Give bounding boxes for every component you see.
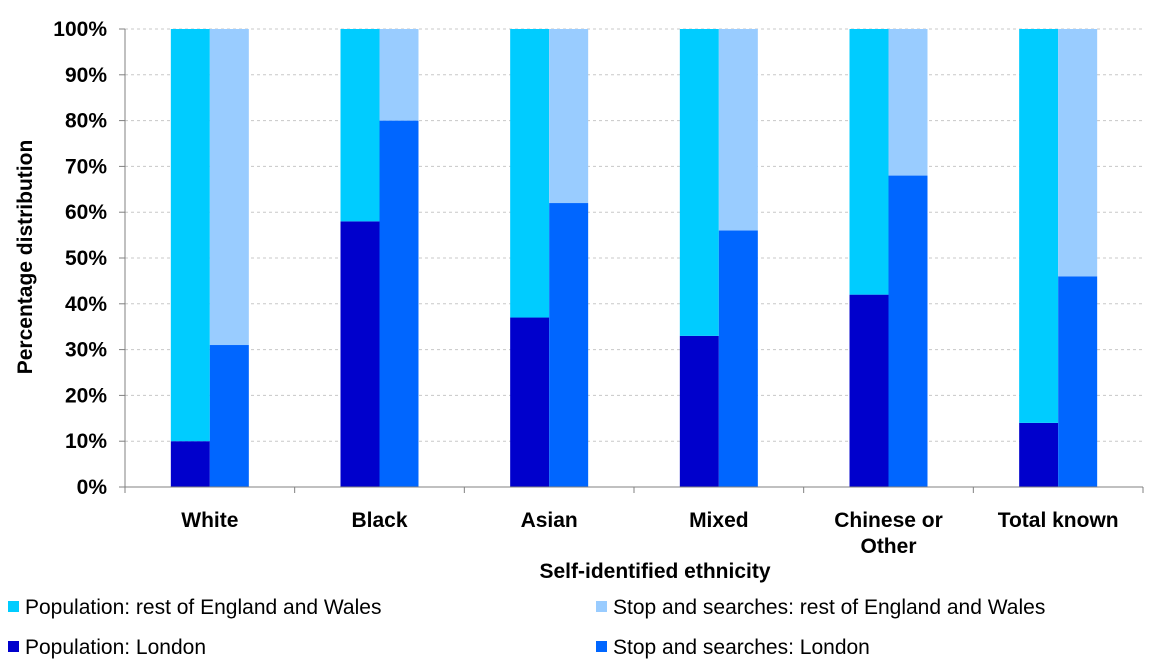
bar-population-rest xyxy=(679,29,719,336)
y-tick-label: 90% xyxy=(65,64,107,87)
grid-lines xyxy=(125,28,1143,442)
category-label: Total known xyxy=(998,509,1119,532)
bars xyxy=(170,29,1098,488)
legend-entry: Stop and searches: rest of England and W… xyxy=(596,596,1045,619)
bar-stop-and-searches-rest xyxy=(888,29,928,176)
y-tick-label: 20% xyxy=(65,384,107,407)
y-tick-label: 70% xyxy=(65,155,107,178)
bar-stop-and-searches-london xyxy=(209,345,249,487)
legend-label: Stop and searches: rest of England and W… xyxy=(613,596,1045,619)
y-tick-label: 10% xyxy=(65,430,107,453)
legend-label: Stop and searches: London xyxy=(613,636,870,659)
category-label: Black xyxy=(351,509,407,532)
bar-population-london xyxy=(1019,422,1059,487)
bar-population-london xyxy=(849,294,889,487)
x-axis-title: Self-identified ethnicity xyxy=(539,560,770,583)
category-labels: White Black Asian Mixed Chinese or Other Total… xyxy=(181,509,1118,558)
y-tick-label: 60% xyxy=(65,201,107,224)
y-tick-label: 100% xyxy=(53,18,107,41)
y-tick-label: 0% xyxy=(77,476,108,499)
category-label: Asian xyxy=(521,509,578,532)
bar-stop-and-searches-rest xyxy=(718,29,758,231)
bar-population-london xyxy=(679,335,719,487)
legend-swatch xyxy=(8,601,19,612)
y-tick-label: 80% xyxy=(65,110,107,133)
bar-stop-and-searches-london xyxy=(888,175,928,487)
bar-population-rest xyxy=(1019,29,1059,423)
legend-label: Population: rest of England and Wales xyxy=(25,596,381,619)
legend-swatch xyxy=(596,601,607,612)
category-label: White xyxy=(181,509,238,532)
bar-stop-and-searches-rest xyxy=(379,29,419,121)
legend-swatch xyxy=(596,641,607,652)
bar-stop-and-searches-london xyxy=(718,230,758,487)
y-axis-title: Percentage distribution xyxy=(14,140,37,375)
legend-entry: Stop and searches: London xyxy=(596,636,870,659)
legend-entry: Population: rest of England and Wales xyxy=(8,596,381,619)
legend-label: Population: London xyxy=(25,636,206,659)
bar-population-rest xyxy=(340,29,380,222)
bar-population-rest xyxy=(849,29,889,295)
bar-population-rest xyxy=(170,29,210,442)
bar-stop-and-searches-rest xyxy=(549,29,589,204)
bar-stop-and-searches-london xyxy=(379,120,419,487)
y-tick-label: 40% xyxy=(65,293,107,316)
y-tick-labels: 0% 10% 20% 30% 40% 50% 60% 70% 80% 90% 100% xyxy=(53,18,107,499)
legend: Population: rest of England and Wales Sto… xyxy=(8,596,1045,659)
category-label: Mixed xyxy=(689,509,749,532)
axes xyxy=(119,28,1144,493)
bar-stop-and-searches-rest xyxy=(1058,29,1098,277)
legend-swatch xyxy=(8,641,19,652)
bar-stop-and-searches-london xyxy=(1058,276,1098,487)
bar-population-rest xyxy=(510,29,550,318)
bar-stop-and-searches-london xyxy=(549,203,589,488)
y-tick-label: 50% xyxy=(65,247,107,270)
bar-population-london xyxy=(170,441,210,487)
bar-population-london xyxy=(510,317,550,487)
bar-stop-and-searches-rest xyxy=(209,29,249,346)
y-tick-label: 30% xyxy=(65,339,107,362)
legend-entry: Population: London xyxy=(8,636,206,659)
bar-population-london xyxy=(340,221,380,488)
category-label: Chinese or Other xyxy=(834,509,943,558)
